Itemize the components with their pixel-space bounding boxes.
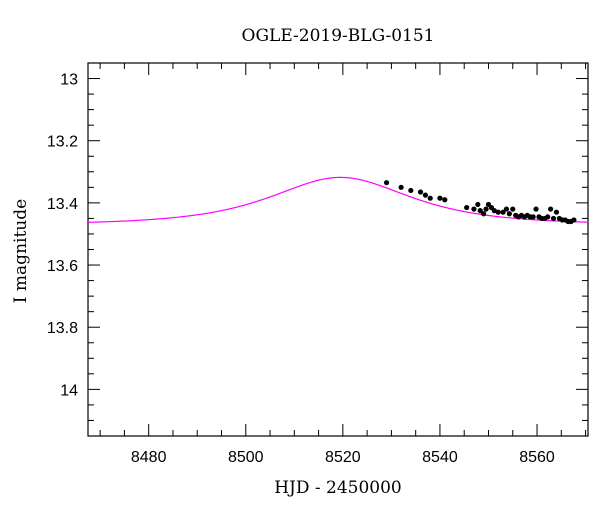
- data-point: [545, 214, 551, 220]
- data-point: [464, 204, 470, 211]
- x-tick-label: 8480: [131, 449, 167, 466]
- y-axis: 13 13.2 13.4 13.6 13.8 14: [47, 62, 588, 437]
- y-tick-label: 13.2: [47, 134, 78, 151]
- data-point: [442, 197, 448, 203]
- x-tick-label: 8540: [422, 449, 458, 466]
- x-axis-label: HJD - 2450000: [274, 478, 402, 498]
- chart-title: OGLE-2019-BLG-0151: [242, 26, 435, 46]
- y-tick-label: 13.8: [47, 320, 78, 337]
- data-points-layer: [383, 180, 577, 225]
- data-point: [437, 195, 443, 201]
- data-point: [408, 187, 414, 194]
- y-tick-label: 13.6: [47, 258, 78, 275]
- data-point: [500, 209, 506, 215]
- data-point: [417, 189, 424, 195]
- x-tick-label: 8520: [325, 449, 361, 466]
- data-point: [483, 206, 489, 212]
- data-point: [481, 211, 487, 217]
- x-axis: 8480 8500 8520 8540 8560: [99, 63, 587, 466]
- data-point: [530, 214, 536, 220]
- data-point: [471, 206, 477, 212]
- data-point: [548, 206, 554, 212]
- data-point: [510, 206, 516, 212]
- y-tick-label: 13.4: [47, 196, 78, 213]
- data-point: [550, 215, 557, 222]
- data-point: [571, 217, 577, 223]
- plot-border: [87, 62, 589, 437]
- data-point: [398, 184, 404, 190]
- x-tick-label: 8500: [228, 449, 264, 466]
- data-point: [553, 209, 560, 215]
- data-point: [533, 206, 539, 212]
- y-tick-label: 13: [60, 72, 78, 89]
- data-point: [475, 201, 481, 208]
- data-point: [383, 180, 390, 186]
- data-point: [503, 206, 510, 212]
- data-point: [495, 209, 501, 215]
- model-curve: [88, 176, 588, 223]
- plot-area: [87, 62, 589, 437]
- data-point: [506, 211, 512, 217]
- data-point: [422, 192, 428, 198]
- model-curve-layer: [88, 176, 588, 223]
- data-point: [477, 208, 483, 214]
- x-tick-label: 8560: [519, 449, 555, 466]
- y-axis-label: I magnitude: [11, 199, 31, 303]
- y-tick-label: 14: [60, 382, 78, 399]
- data-point: [427, 195, 433, 201]
